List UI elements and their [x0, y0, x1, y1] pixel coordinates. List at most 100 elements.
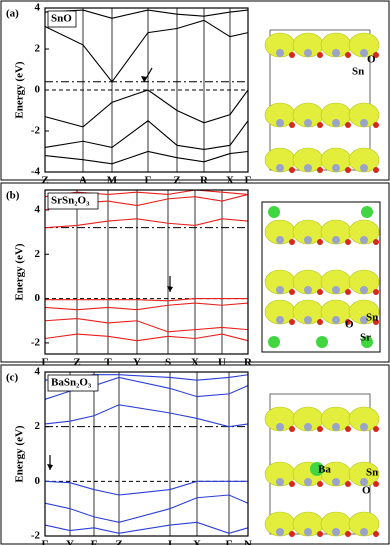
atom — [360, 286, 368, 294]
atom — [332, 119, 340, 127]
atom — [373, 289, 379, 295]
atom — [345, 167, 351, 173]
y-tick-label: -4 — [31, 166, 41, 178]
atom — [332, 49, 340, 57]
atom — [276, 236, 284, 244]
arrow-head — [167, 286, 173, 292]
atom — [317, 531, 323, 537]
band-line — [44, 89, 249, 128]
y-tick-label: 2 — [35, 248, 41, 260]
y-tick-label: 2 — [35, 420, 41, 432]
atom — [332, 164, 340, 172]
atom — [373, 319, 379, 325]
y-axis-title: Energy (eV) — [14, 61, 26, 118]
atom — [373, 426, 379, 432]
x-tick-label: Γ — [42, 539, 49, 545]
x-tick-label: S — [165, 357, 171, 369]
atom-label: Sn — [352, 66, 364, 78]
atom — [360, 478, 368, 486]
band-line — [44, 9, 249, 19]
y-tick-label: 2 — [35, 43, 41, 55]
plot-frame — [44, 7, 249, 173]
x-tick-label: Y — [66, 539, 74, 545]
atom — [289, 239, 295, 245]
x-tick-label: U — [218, 357, 226, 369]
atom — [332, 236, 340, 244]
x-tick-label: X — [226, 175, 234, 187]
structure-frame — [261, 201, 381, 353]
atom — [304, 316, 312, 324]
atom — [317, 239, 323, 245]
x-tick-label: Z — [73, 357, 80, 369]
atom — [345, 239, 351, 245]
x-tick-label: N — [244, 539, 252, 545]
band-line — [44, 494, 249, 523]
atom — [317, 319, 323, 325]
y-tick-label: 4 — [35, 2, 41, 14]
atom — [360, 119, 368, 127]
band-line — [44, 302, 249, 311]
chart-title: SrSn₂O₃ — [51, 195, 90, 207]
panel-label: (a) — [6, 8, 19, 20]
panel-label: (b) — [6, 190, 20, 202]
atom — [332, 528, 340, 536]
atom-label: O — [345, 319, 354, 331]
atom — [289, 52, 295, 58]
y-tick-label: 4 — [35, 366, 41, 378]
panel-frame — [0, 364, 390, 545]
atom — [316, 336, 328, 348]
chart-title: BaSn₂O₃ — [51, 377, 92, 389]
band-line — [44, 333, 249, 342]
x-tick-label: Z — [173, 175, 180, 187]
atom-label: O — [362, 485, 371, 497]
atom — [373, 481, 379, 487]
panel-frame — [0, 182, 390, 363]
atom-label: Sn — [366, 467, 378, 479]
x-tick-label: Γ — [145, 175, 152, 187]
atom — [373, 52, 379, 58]
atom — [345, 531, 351, 537]
atom — [304, 236, 312, 244]
plot-frame — [44, 371, 249, 537]
atom — [310, 462, 324, 476]
band-line — [44, 19, 249, 83]
atom — [304, 423, 312, 431]
atom — [276, 316, 284, 324]
atom — [276, 286, 284, 294]
atom — [289, 167, 295, 173]
x-tick-label: Z — [41, 175, 48, 187]
atom-label: Sn — [366, 312, 378, 324]
atom — [276, 423, 284, 431]
atom — [317, 167, 323, 173]
atom-label: O — [367, 54, 376, 66]
atom — [360, 49, 368, 57]
y-tick-label: 0 — [35, 292, 41, 304]
atom — [304, 286, 312, 294]
band-line — [44, 120, 249, 151]
band-line — [44, 218, 249, 229]
atom — [345, 481, 351, 487]
atom — [304, 478, 312, 486]
band-line — [44, 317, 249, 333]
atom — [360, 528, 368, 536]
atom — [373, 239, 379, 245]
atom — [317, 289, 323, 295]
title-box — [47, 192, 99, 210]
atom — [360, 316, 368, 324]
atom — [345, 289, 351, 295]
band-line — [44, 521, 249, 534]
panel-frame — [0, 0, 390, 181]
x-tick-label: Γ — [42, 357, 49, 369]
y-tick-label: -2 — [31, 336, 41, 348]
atom — [304, 49, 312, 57]
atom — [373, 122, 379, 128]
chart-title: SnO — [51, 13, 72, 25]
atom — [345, 319, 351, 325]
atom — [276, 528, 284, 536]
atom — [289, 481, 295, 487]
y-tick-label: -2 — [31, 530, 41, 542]
plot-frame — [44, 189, 249, 355]
atom — [361, 336, 373, 348]
atom — [332, 316, 340, 324]
atom — [304, 528, 312, 536]
